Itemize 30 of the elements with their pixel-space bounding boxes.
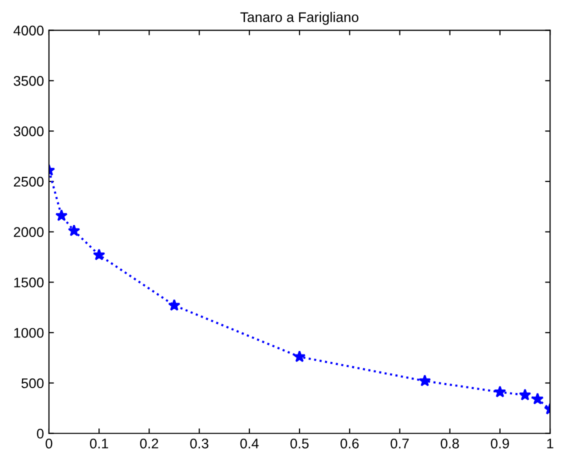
point xyxy=(168,299,180,311)
x-tick-label: 0 xyxy=(46,438,52,448)
x-tick-label: 0.9 xyxy=(490,438,509,448)
point xyxy=(518,388,532,400)
y-tick-label: 1000 xyxy=(14,328,44,338)
y-tick-label: 0 xyxy=(36,428,44,439)
chart-title: Tanaro a Farigliano xyxy=(240,12,358,25)
y-tick-label: 3000 xyxy=(14,126,44,136)
y-tick-label: 500 xyxy=(21,378,44,388)
point xyxy=(531,392,544,404)
point xyxy=(494,386,506,398)
x-tick-label: 0.2 xyxy=(140,438,158,448)
x-tick-label: 0.1 xyxy=(90,438,108,448)
point xyxy=(68,224,80,236)
x-tick-label: 1 xyxy=(547,438,554,448)
x-tick-label: 0.5 xyxy=(290,438,309,448)
point xyxy=(55,209,68,222)
x-tick-label: 0.6 xyxy=(340,438,359,448)
x-tick-label: 0.3 xyxy=(190,438,208,448)
y-tick-label: 1500 xyxy=(14,278,44,288)
y-tick-label: 3500 xyxy=(14,76,44,86)
point xyxy=(92,248,106,260)
x-tick-label: 0.8 xyxy=(440,438,459,448)
y-tick-label: 2500 xyxy=(14,176,44,187)
point xyxy=(418,374,431,386)
x-tick-label: 0.7 xyxy=(390,438,409,448)
y-tick-label: 2000 xyxy=(14,227,44,238)
x-tick-label: 0.4 xyxy=(240,438,259,448)
point xyxy=(293,350,306,362)
y-tick-label: 4000 xyxy=(14,26,44,36)
